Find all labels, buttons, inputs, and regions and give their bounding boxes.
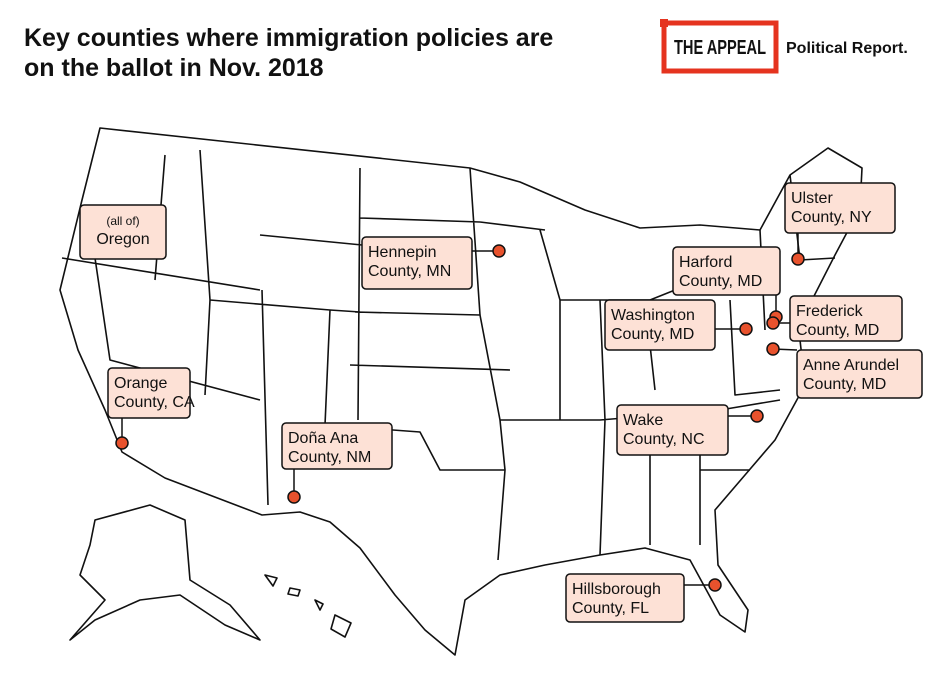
label-text: County, NM xyxy=(288,449,371,466)
hawaii xyxy=(264,574,352,638)
label-text: Hennepin xyxy=(368,244,437,261)
location-dot xyxy=(766,316,780,330)
logo-corner xyxy=(660,19,668,27)
location-dot xyxy=(791,252,805,266)
title-line: on the ballot in Nov. 2018 xyxy=(24,54,324,82)
label-box xyxy=(784,182,896,234)
logo-brand: THE APPEAL xyxy=(674,37,766,59)
location-dot xyxy=(766,342,780,356)
label-box xyxy=(789,295,903,342)
label-text: Oregon xyxy=(96,231,149,248)
logo-sub: Political Report. xyxy=(786,40,908,57)
alaska xyxy=(69,504,261,641)
label-text: County, CA xyxy=(114,394,195,411)
label-text: County, MD xyxy=(611,326,694,343)
label-text: (all of) xyxy=(106,214,139,228)
label-box xyxy=(796,349,923,399)
label-text: County, FL xyxy=(572,600,649,617)
label-box xyxy=(604,299,716,351)
location-dot xyxy=(750,409,764,423)
label-text: Washington xyxy=(611,307,695,324)
label-box xyxy=(79,204,167,260)
label-box xyxy=(361,236,473,290)
location-dot xyxy=(739,322,753,336)
logo: THE APPEAL Political Report. xyxy=(660,19,908,74)
label-text: Orange xyxy=(114,375,167,392)
label-box xyxy=(565,573,685,623)
label-text: Harford xyxy=(679,254,732,271)
label-text: County, MD xyxy=(803,376,886,393)
label-text: Wake xyxy=(623,412,663,429)
label-text: Anne Arundel xyxy=(803,357,899,374)
label-text: County, MD xyxy=(796,322,879,339)
label-text: Hillsborough xyxy=(572,581,661,598)
label-box xyxy=(616,404,729,456)
label-text: Frederick xyxy=(796,303,864,320)
label-text: Ulster xyxy=(791,190,833,207)
label-box xyxy=(672,246,781,296)
title-line: Key counties where immigration policies … xyxy=(24,24,553,52)
location-dot xyxy=(287,490,301,504)
label-text: County, NY xyxy=(791,209,872,226)
label-text: County, MD xyxy=(679,273,762,290)
location-dot xyxy=(492,244,506,258)
country-border xyxy=(59,127,863,656)
label-box xyxy=(281,422,393,470)
label-text: Doña Ana xyxy=(288,430,358,447)
callouts: (all of) Oregon Hennepin County, MN Orange Co… xyxy=(79,182,923,623)
label-text: County, MN xyxy=(368,263,451,280)
location-dot xyxy=(708,578,722,592)
logo-frame xyxy=(661,20,779,74)
us-outline xyxy=(59,127,863,656)
label-box xyxy=(107,367,191,419)
label-text: County, NC xyxy=(623,431,705,448)
location-dot xyxy=(115,436,129,450)
